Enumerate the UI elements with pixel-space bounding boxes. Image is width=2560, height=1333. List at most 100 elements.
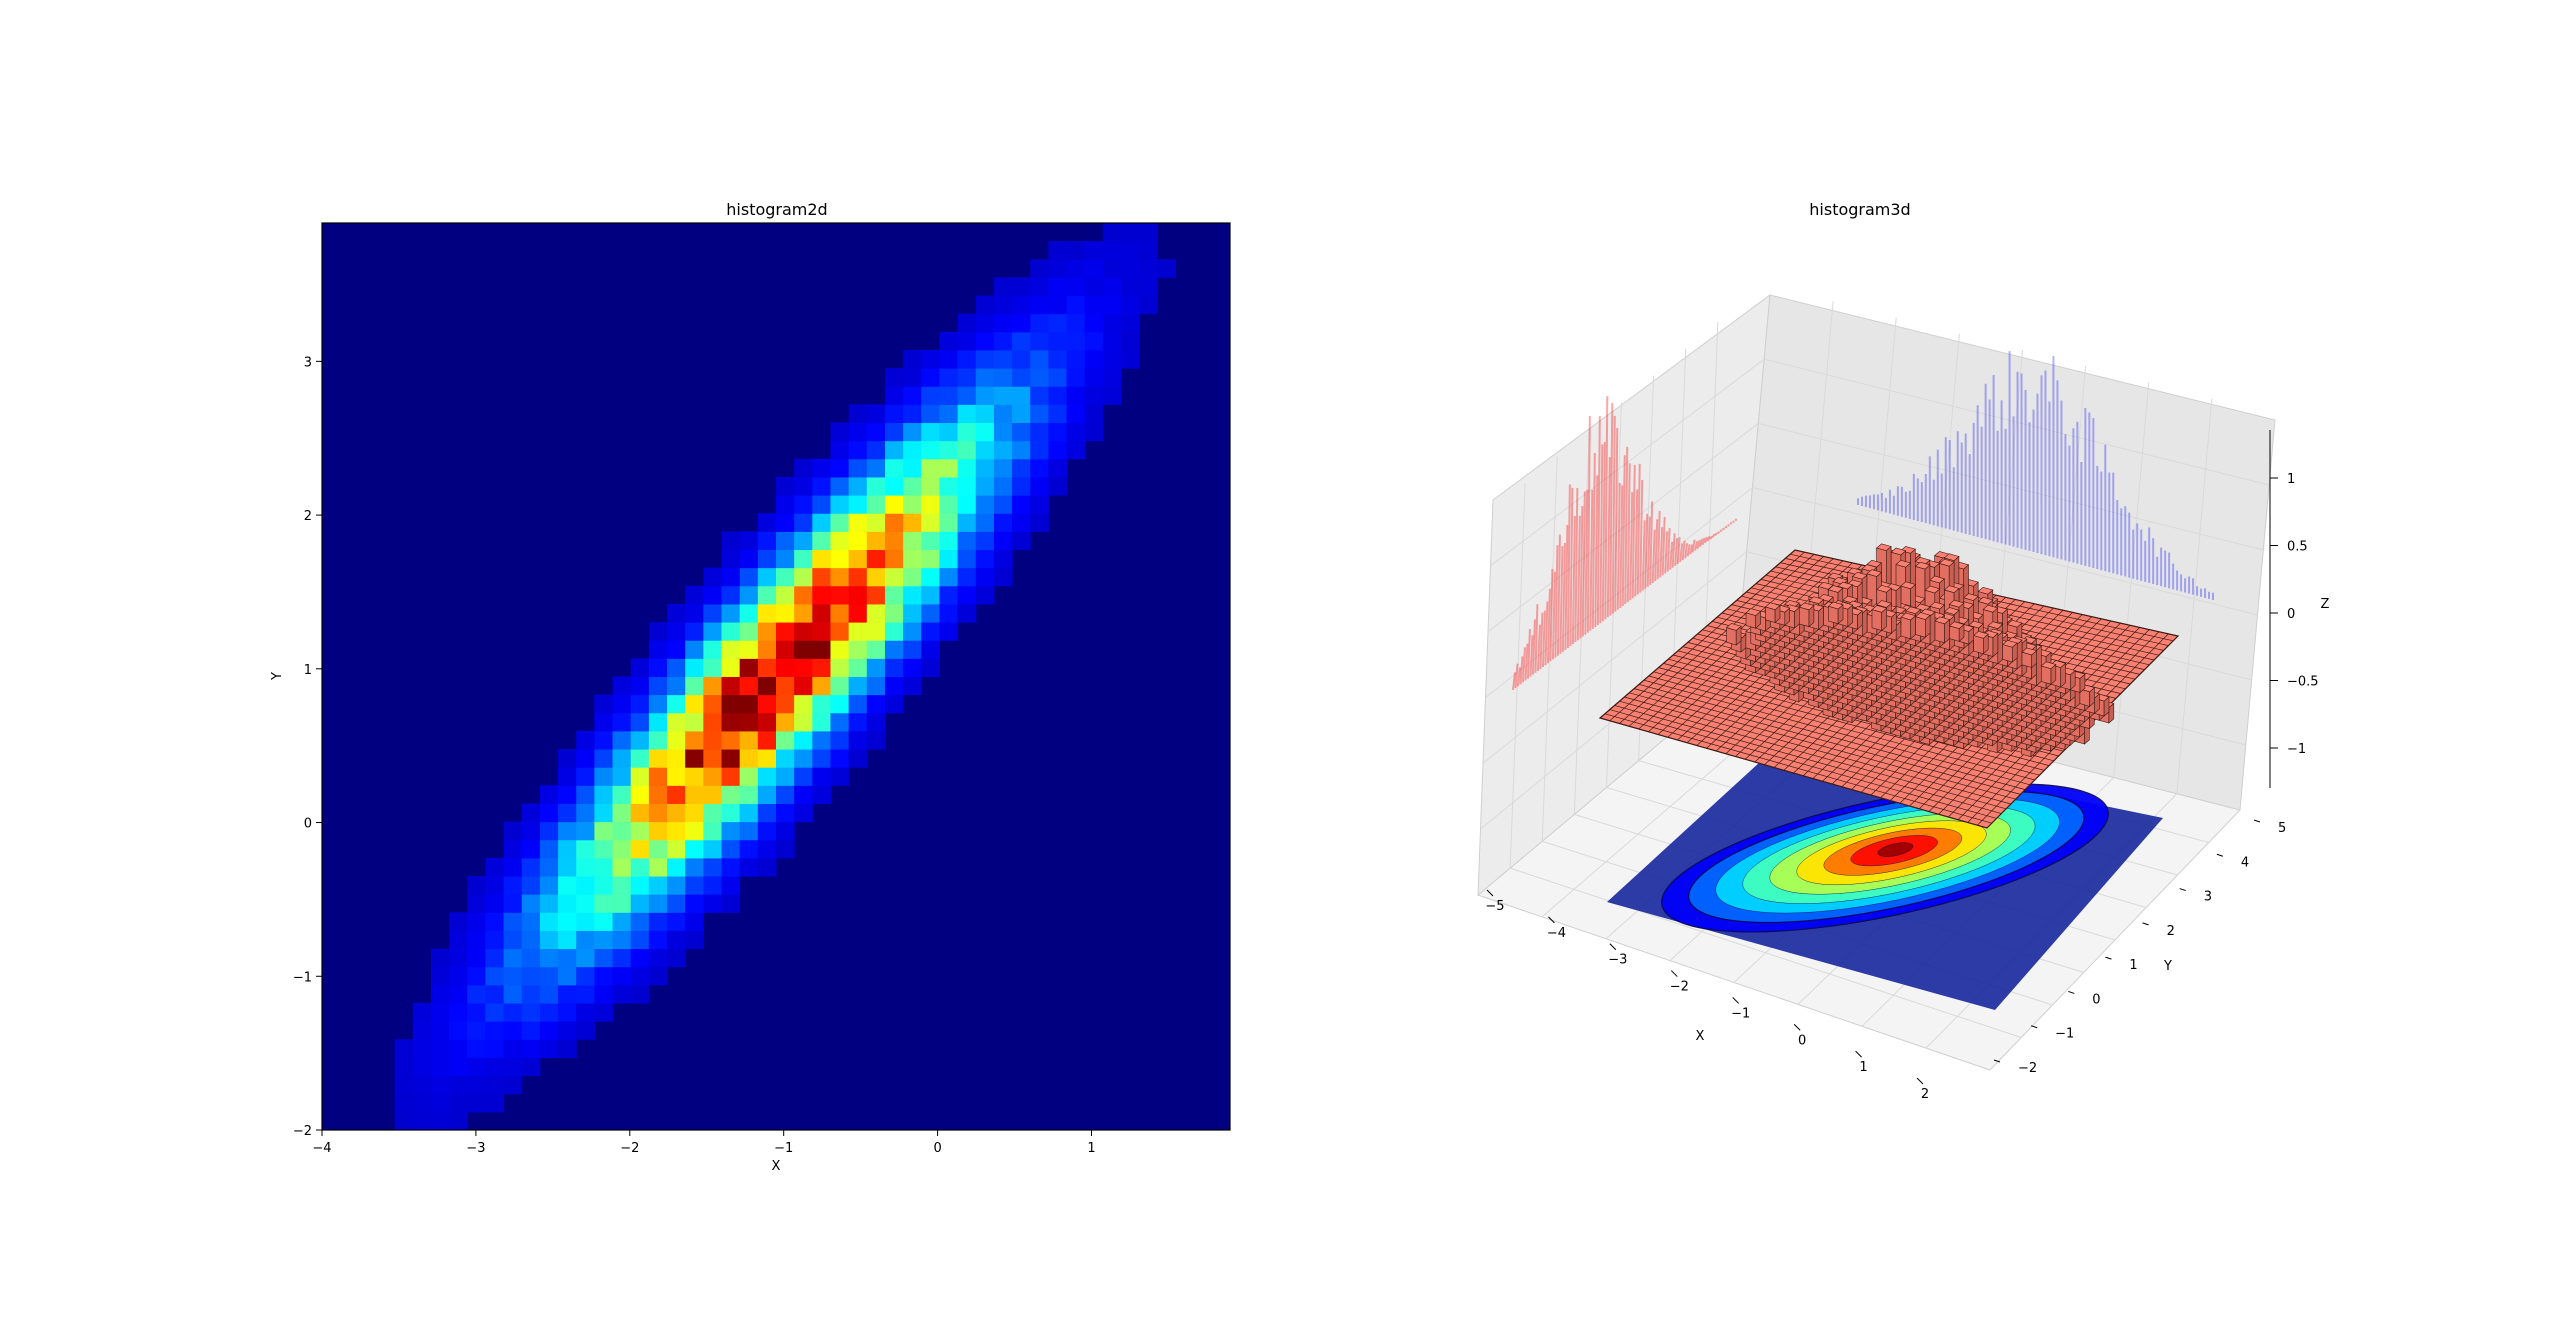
heatmap-cell — [884, 549, 904, 569]
x-marginal-bar — [1609, 402, 1614, 616]
heatmap-cell — [794, 476, 813, 496]
heatmap-cell — [667, 658, 686, 677]
heatmap-cell — [667, 622, 686, 641]
x-marginal-bar — [1646, 516, 1651, 587]
heatmap-cell — [993, 567, 1013, 587]
x-marginal-bar — [1539, 612, 1544, 670]
heatmap-cell — [503, 894, 523, 913]
histogram3d-y-label: Y — [2163, 959, 2172, 974]
heatmap-cell — [1030, 331, 1049, 351]
heatmap-cell — [412, 1021, 432, 1040]
grid-line — [1758, 422, 2264, 551]
heatmap-cell — [866, 476, 886, 496]
x-marginal-bar — [1619, 485, 1624, 608]
heatmap-cell — [884, 368, 904, 387]
x-marginal-bar — [1654, 519, 1659, 582]
heatmap-cell — [612, 694, 632, 714]
heatmap-cell — [485, 912, 505, 931]
heatmap-cell — [685, 694, 704, 714]
heatmap-cell — [1121, 223, 1140, 242]
heatmap-cell — [776, 749, 795, 768]
heatmap-cell — [921, 368, 940, 387]
histogram3d-z-label: Z — [2321, 597, 2330, 612]
histogram2d-panel: histogram2d −4 −3 −2 −1 0 1 −2 −1 0 1 2 3 X Y — [270, 200, 1231, 1174]
y3d-tick-label: −1 — [2055, 1027, 2074, 1042]
heatmap-cell — [1066, 331, 1086, 351]
heatmap-cell — [939, 349, 959, 369]
x-marginal-bar — [1714, 532, 1718, 536]
x-marginal-bar — [1551, 571, 1556, 660]
heatmap-cell — [612, 676, 632, 696]
heatmap-cell — [521, 1039, 541, 1058]
heatmap-cell — [685, 712, 704, 732]
heatmap-cell — [903, 531, 922, 551]
x-marginal-bar — [1699, 538, 1704, 547]
heatmap-cell — [830, 458, 850, 478]
heatmap-cell — [521, 857, 541, 877]
heatmap-cell — [794, 622, 813, 641]
heatmap-cell — [703, 767, 723, 786]
heatmap-cell — [594, 803, 614, 823]
heatmap-cell — [812, 567, 831, 587]
heatmap-cell — [794, 694, 813, 714]
heatmap-cell — [394, 1039, 414, 1058]
heatmap-cell — [848, 513, 868, 532]
heatmap-cell — [903, 458, 922, 478]
heatmap-cell — [830, 658, 850, 677]
heatmap-cell — [776, 785, 795, 804]
heatmap-cell — [539, 984, 559, 1004]
heatmap-cell — [939, 368, 959, 387]
heatmap-cell — [685, 603, 704, 623]
heatmap-cell — [521, 1057, 541, 1077]
bar3d-bar — [1798, 602, 1815, 628]
heatmap-cell — [467, 948, 486, 968]
x-marginal-bar — [1722, 527, 1726, 531]
heatmap-cell — [521, 803, 541, 823]
x-marginal-bar — [1564, 524, 1569, 650]
x3d-tick-mark — [1486, 889, 1494, 897]
heatmap-cell — [830, 495, 850, 514]
heatmap-cell — [558, 767, 577, 786]
heatmap-cell — [1012, 331, 1031, 351]
heatmap-cell — [812, 585, 831, 605]
heatmap-cell — [703, 567, 723, 587]
x-marginal-bar — [1669, 541, 1674, 570]
heatmap-cell — [1066, 259, 1086, 278]
x3d-tick-label: −3 — [1608, 953, 1627, 968]
heatmap-cell — [648, 821, 668, 841]
heatmap-cell — [776, 495, 795, 514]
x-marginal-bar — [1676, 536, 1681, 565]
y-tick-label: 3 — [304, 355, 312, 370]
contour-level — [1877, 842, 1914, 857]
histogram2d-x-ticks: −4 −3 −2 −1 0 1 — [312, 1130, 1096, 1156]
x-marginal-bar — [1691, 539, 1696, 553]
heatmap-cell — [939, 622, 959, 641]
heatmap-cell — [630, 984, 650, 1004]
x-marginal-histogram — [1512, 396, 1738, 691]
x-marginal-bar — [1544, 601, 1549, 666]
heatmap-cell — [739, 585, 759, 605]
heatmap-cell — [776, 640, 795, 659]
heatmap-cell — [430, 1075, 450, 1095]
heatmap-cell — [521, 894, 541, 913]
x3d-tick-mark — [1793, 1023, 1801, 1031]
heatmap-cell — [503, 948, 523, 968]
heatmap-cell — [957, 531, 977, 551]
y3d-tick-label: 1 — [2129, 958, 2137, 973]
heatmap-cell — [412, 1093, 432, 1113]
heatmap-cell — [993, 531, 1013, 551]
x-tick-label: −2 — [620, 1141, 639, 1156]
heatmap-cell — [449, 1039, 468, 1058]
heatmap-cell — [757, 857, 777, 877]
heatmap-cell — [667, 603, 686, 623]
x-marginal-bar — [1729, 522, 1733, 525]
z-tick-label: 0 — [2287, 607, 2295, 622]
heatmap-cell — [703, 821, 723, 841]
heatmap-cell — [1030, 476, 1049, 496]
heatmap-cell — [1066, 277, 1086, 297]
z-tick-label: 1 — [2287, 472, 2295, 487]
heatmap-cell — [721, 603, 741, 623]
heatmap-cell — [539, 803, 559, 823]
heatmap-cell — [757, 749, 777, 768]
y3d-tick-label: 5 — [2278, 821, 2286, 836]
